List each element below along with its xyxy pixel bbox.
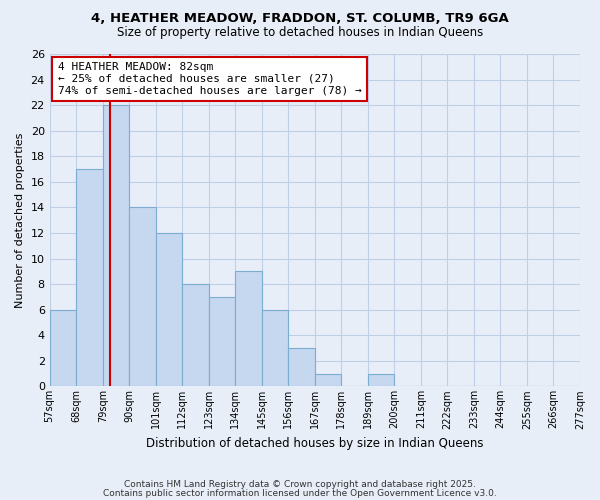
Text: 4 HEATHER MEADOW: 82sqm
← 25% of detached houses are smaller (27)
74% of semi-de: 4 HEATHER MEADOW: 82sqm ← 25% of detache…	[58, 62, 361, 96]
Bar	[129, 208, 156, 386]
Bar	[156, 233, 182, 386]
Bar	[262, 310, 289, 386]
Bar	[235, 272, 262, 386]
Bar	[315, 374, 341, 386]
Text: Contains HM Land Registry data © Crown copyright and database right 2025.: Contains HM Land Registry data © Crown c…	[124, 480, 476, 489]
Y-axis label: Number of detached properties: Number of detached properties	[15, 132, 25, 308]
Bar	[50, 310, 76, 386]
Bar	[289, 348, 315, 387]
Bar	[209, 297, 235, 386]
Bar	[368, 374, 394, 386]
Text: Contains public sector information licensed under the Open Government Licence v3: Contains public sector information licen…	[103, 488, 497, 498]
Bar	[103, 105, 129, 386]
Bar	[76, 169, 103, 386]
X-axis label: Distribution of detached houses by size in Indian Queens: Distribution of detached houses by size …	[146, 437, 484, 450]
Text: 4, HEATHER MEADOW, FRADDON, ST. COLUMB, TR9 6GA: 4, HEATHER MEADOW, FRADDON, ST. COLUMB, …	[91, 12, 509, 26]
Text: Size of property relative to detached houses in Indian Queens: Size of property relative to detached ho…	[117, 26, 483, 39]
Bar	[182, 284, 209, 386]
